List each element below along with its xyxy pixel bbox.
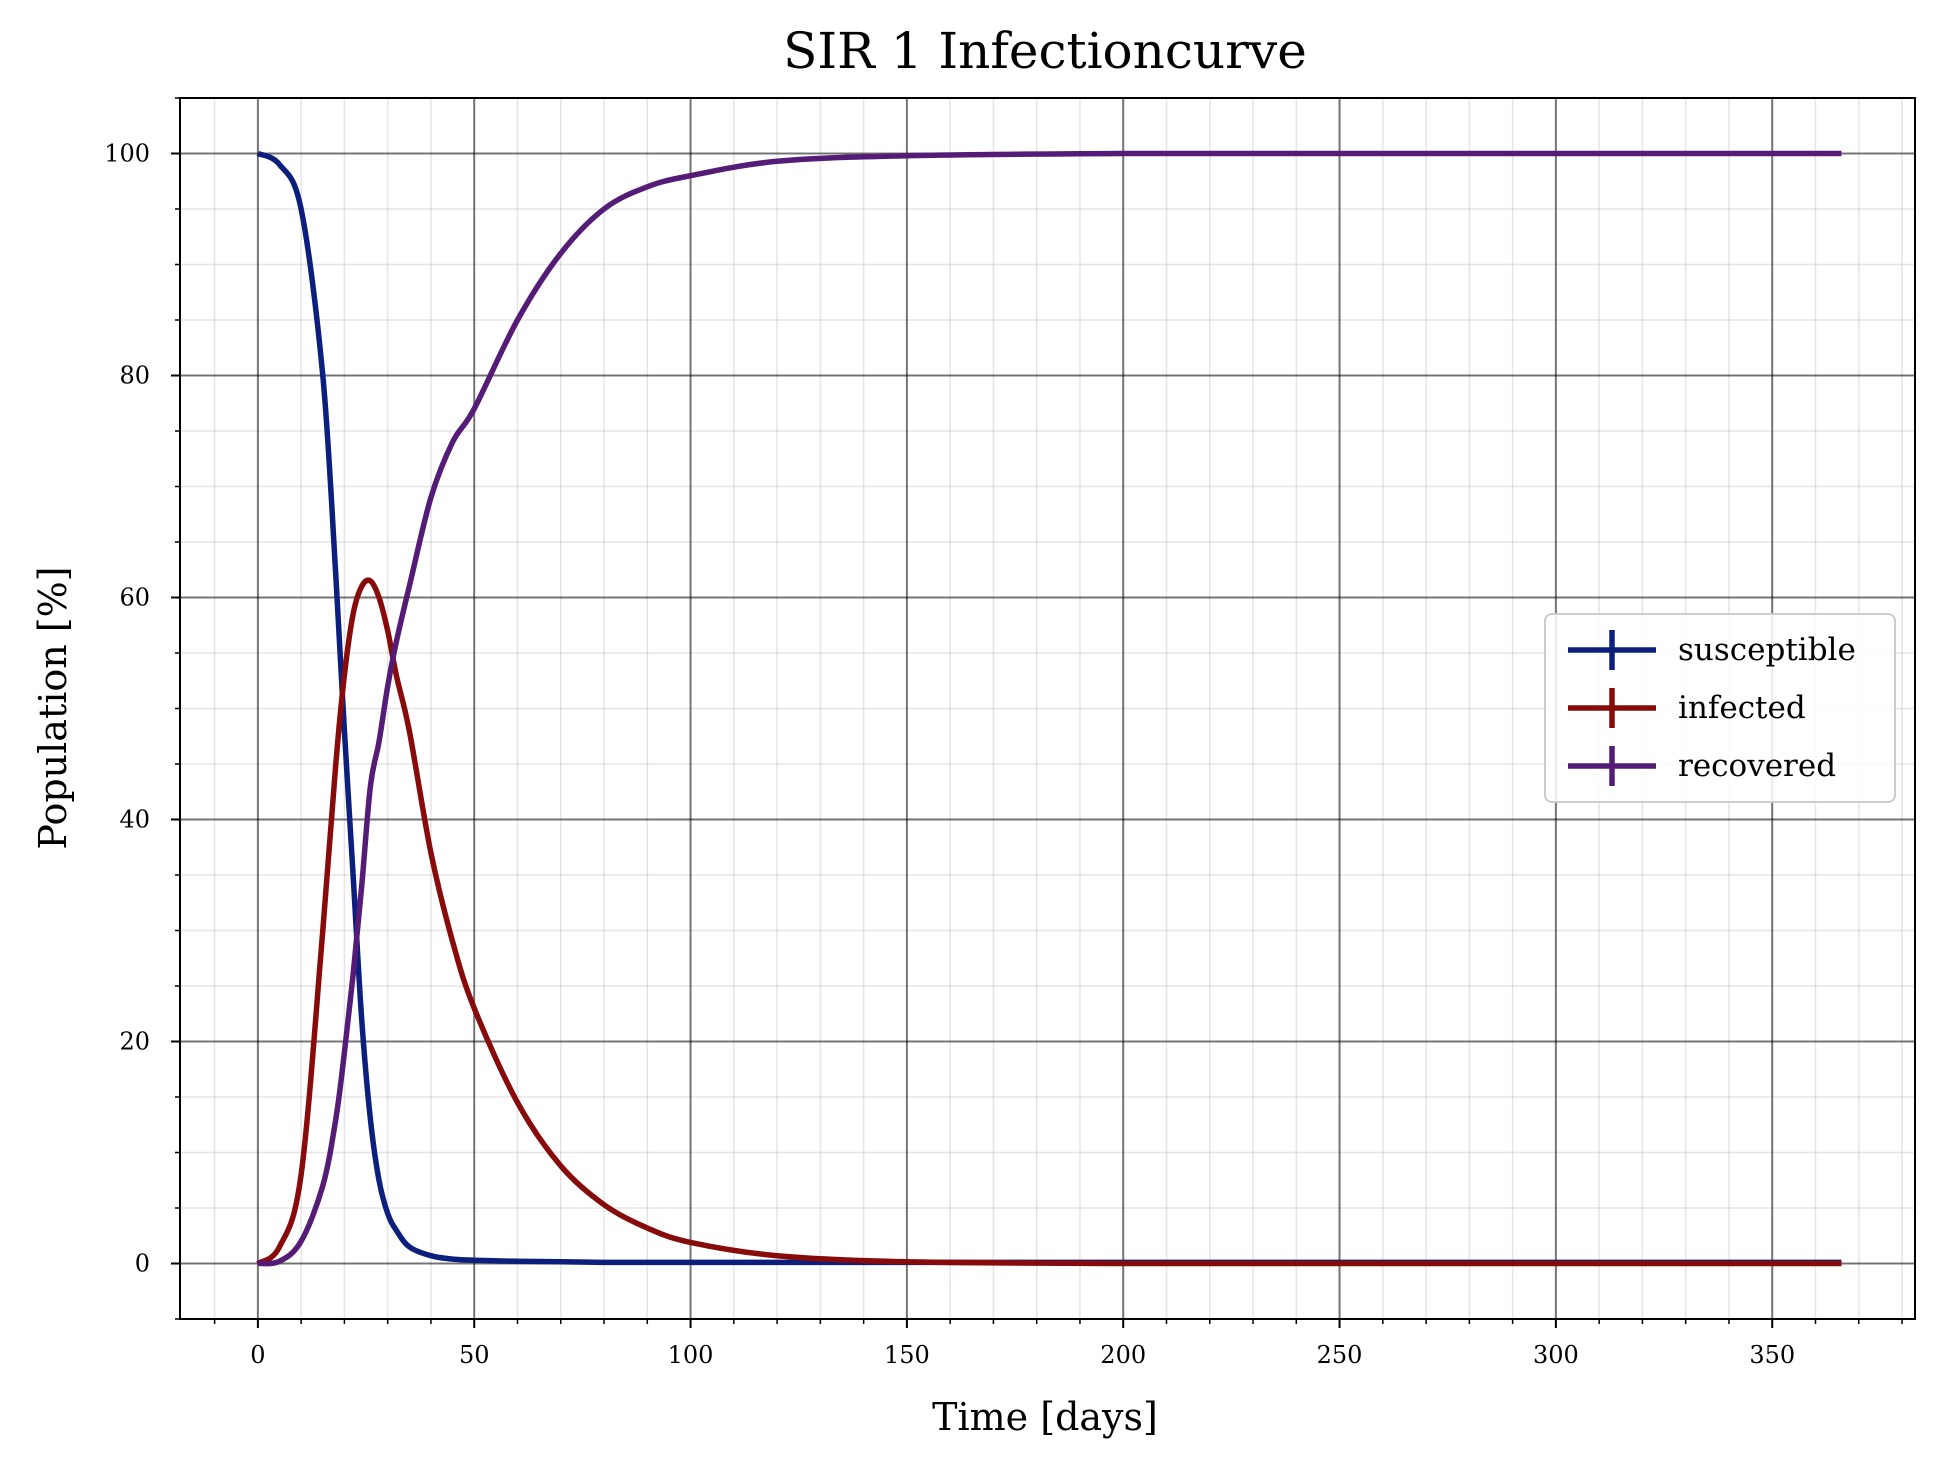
x-tick-label: 350: [1749, 1341, 1795, 1369]
y-axis-label: Population [%]: [31, 566, 75, 849]
series-lines: [256, 150, 1842, 1267]
x-tick-label: 100: [668, 1341, 714, 1369]
x-tick-label: 300: [1533, 1341, 1579, 1369]
legend-label-susceptible: susceptible: [1678, 632, 1856, 668]
y-tick-label: 40: [119, 806, 150, 834]
legend-label-recovered: recovered: [1678, 748, 1836, 784]
legend: susceptible infected recovered: [1544, 613, 1896, 803]
y-tick-label: 60: [119, 584, 150, 612]
x-tick-label: 50: [459, 1341, 490, 1369]
legend-label-infected: infected: [1678, 690, 1806, 726]
x-tick-label: 200: [1100, 1341, 1146, 1369]
y-tick-label: 20: [119, 1028, 150, 1056]
y-tick-label: 100: [104, 140, 150, 168]
x-tick-label: 0: [250, 1341, 265, 1369]
y-tick-label: 0: [135, 1250, 150, 1278]
x-axis-label: Time [days]: [932, 1395, 1158, 1439]
tick-labels: 0 50 100 150 200 250 300 350 0 20 40 60 80 100: [104, 140, 1795, 1370]
chart-title: SIR 1 Infectioncurve: [783, 22, 1307, 80]
x-tick-label: 250: [1317, 1341, 1363, 1369]
x-tick-label: 150: [884, 1341, 930, 1369]
y-tick-label: 80: [119, 362, 150, 390]
series-line-recovered: [257, 150, 1842, 1267]
series-line-infected: [256, 577, 1842, 1267]
axis-ticks: [171, 97, 1903, 1328]
legend-frame: [1544, 613, 1896, 803]
